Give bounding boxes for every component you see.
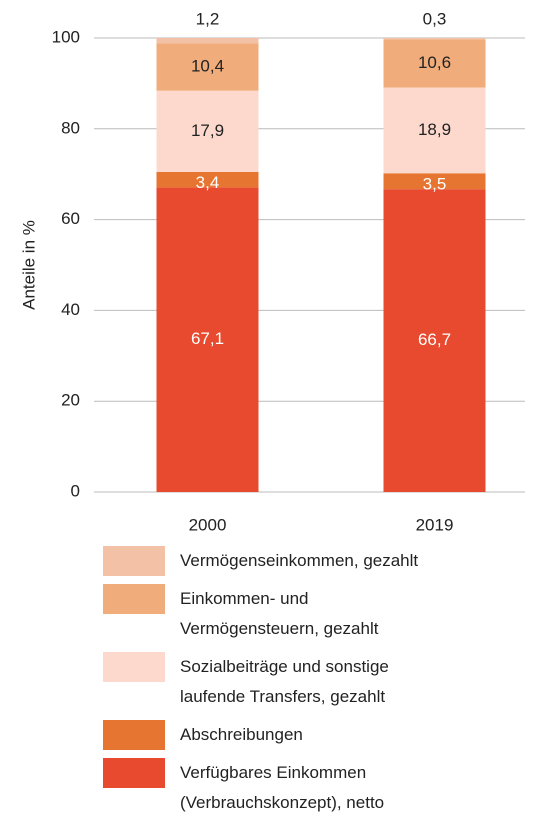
- y-tick-label: 60: [61, 209, 80, 228]
- bar-segment: [156, 171, 259, 188]
- legend-label: Verfügbares Einkommen (Verbrauchskonzept…: [180, 763, 385, 812]
- legend-swatch: [103, 720, 165, 750]
- x-tick-label: 2019: [416, 515, 454, 534]
- y-axis-label: Anteile in %: [19, 220, 38, 310]
- value-label: 1,2: [196, 9, 220, 28]
- value-label: 18,9: [418, 120, 451, 139]
- x-tick-label: 2000: [189, 515, 227, 534]
- value-label: 0,3: [423, 9, 447, 28]
- bar-segment: [156, 187, 259, 492]
- bar-segment: [383, 87, 486, 174]
- legend-item: Sozialbeiträge und sonstige laufende Tra…: [103, 652, 450, 712]
- legend-label: Einkommen- und Vermögensteuern, gezahlt: [180, 589, 379, 638]
- value-label: 10,4: [191, 57, 224, 76]
- legend-label: Sozialbeiträge und sonstige laufende Tra…: [180, 657, 389, 706]
- legend-label: Abschreibungen: [180, 725, 303, 744]
- value-label: 3,5: [423, 175, 447, 194]
- legend-swatch: [103, 546, 165, 576]
- y-tick-label: 80: [61, 118, 80, 137]
- bar-segment: [156, 38, 259, 44]
- legend-item: Einkommen- und Vermögensteuern, gezahlt: [103, 584, 450, 644]
- legend-swatch: [103, 652, 165, 682]
- chart: Anteile in % 0 20 40 60 80 100 2000 67,1 3,4 17,9…: [19, 9, 525, 534]
- y-tick-label: 100: [52, 27, 80, 46]
- y-tick-label: 20: [61, 391, 80, 410]
- bar-segment: [383, 189, 486, 492]
- legend-item: Vermögenseinkommen, gezahlt: [103, 546, 450, 576]
- value-label: 10,6: [418, 53, 451, 72]
- legend: Vermögenseinkommen, gezahlt Einkommen- un…: [103, 546, 450, 826]
- legend-swatch: [103, 758, 165, 788]
- bar-segment: [156, 90, 259, 172]
- value-label: 67,1: [191, 329, 224, 348]
- legend-label: Vermögenseinkommen, gezahlt: [180, 551, 419, 570]
- legend-item: Abschreibungen: [103, 720, 450, 750]
- bar-segment: [383, 39, 486, 88]
- legend-item: Verfügbares Einkommen (Verbrauchskonzept…: [103, 758, 450, 818]
- y-tick-label: 40: [61, 300, 80, 319]
- value-label: 66,7: [418, 330, 451, 349]
- value-label: 17,9: [191, 121, 224, 140]
- bar-segment: [383, 38, 486, 40]
- value-label: 3,4: [196, 173, 220, 192]
- bar-segment: [156, 43, 259, 91]
- bar-segment: [383, 173, 486, 190]
- legend-swatch: [103, 584, 165, 614]
- y-tick-label: 0: [71, 481, 80, 500]
